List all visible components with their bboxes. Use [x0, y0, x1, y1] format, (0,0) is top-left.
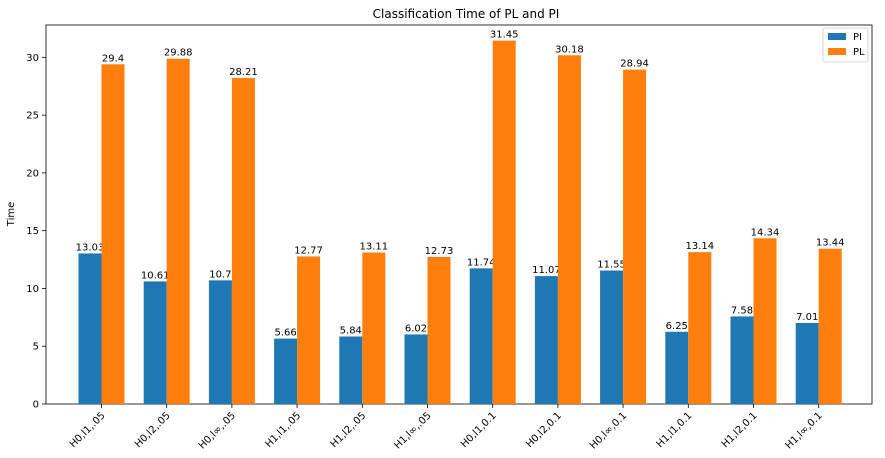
plot-frame [45, 24, 873, 405]
bar-pi [78, 253, 102, 404]
bar-pi [208, 280, 232, 404]
bar-pi [534, 276, 558, 404]
y-tick-label: 5 [33, 342, 39, 353]
data-label-pl: 13.44 [816, 238, 845, 249]
x-tick-label: H0,l2,.05 [133, 410, 173, 450]
bar-pl [101, 64, 125, 404]
plot-area: 0 5 10 15 20 25 30 13.03 29.4 H0,l1,.05 10.61 29.88… [26, 24, 873, 452]
data-label-pl: 31.45 [490, 30, 519, 41]
bar-pi [404, 334, 428, 404]
y-tick-label: 15 [26, 226, 39, 237]
x-tick-label: H0,l1,.05 [68, 410, 108, 450]
bar-pi [274, 338, 298, 404]
legend-swatch-pi [828, 33, 846, 40]
bar-pl [297, 256, 321, 404]
bar-pl [231, 78, 255, 404]
bar-pl [688, 252, 712, 404]
bar-pl [557, 55, 581, 405]
data-label-pi: 13.03 [76, 242, 105, 253]
data-label-pl: 12.77 [294, 245, 323, 256]
x-tick-label: H0,l1,0.1 [459, 410, 499, 450]
legend: PI PL [822, 27, 869, 63]
data-label-pl: 29.4 [102, 53, 124, 64]
bar-pl [818, 248, 842, 404]
x-tick-label: H1,l1,.05 [263, 410, 303, 450]
bar-pi [143, 281, 167, 404]
x-tick-label: H0,l∞,0.1 [588, 410, 629, 451]
x-tick-label: H0,l2,0.1 [524, 410, 564, 450]
bar-pl [362, 252, 386, 404]
bar-pi [795, 323, 819, 404]
x-tick-label: H0,l∞,.05 [197, 410, 238, 451]
legend-swatch-pl [828, 48, 846, 55]
y-tick-label: 30 [26, 53, 39, 64]
x-tick-label: H1,l∞,0.1 [784, 410, 825, 451]
bar-pl [753, 238, 777, 404]
data-label-pl: 13.11 [359, 242, 388, 253]
bar-pl [492, 40, 516, 404]
y-tick-label: 0 [33, 400, 39, 411]
bar-pl [623, 69, 647, 404]
y-axis-label: Time [6, 202, 17, 227]
legend-label-pl: PL [853, 47, 865, 58]
x-tick-label: H1,l∞,.05 [392, 410, 433, 451]
y-tick-label: 10 [26, 284, 39, 295]
data-label-pi: 5.66 [274, 328, 296, 339]
data-label-pi: 10.7 [209, 269, 231, 280]
bar-pi [469, 268, 493, 404]
x-tick-label: H1,l2,.05 [329, 410, 369, 450]
data-label-pi: 5.84 [340, 326, 362, 337]
data-label-pi: 11.55 [597, 260, 626, 271]
bar-pi [339, 336, 363, 404]
y-tick-label: 20 [26, 168, 39, 179]
data-label-pi: 7.58 [731, 305, 753, 316]
data-label-pl: 28.94 [620, 59, 649, 70]
x-tick-label: H1,l2,0.1 [720, 410, 760, 450]
data-label-pl: 14.34 [751, 227, 780, 238]
data-label-pi: 6.02 [405, 323, 427, 334]
bar-pi [730, 316, 754, 404]
bar-pl [427, 256, 451, 404]
data-label-pi: 10.61 [141, 270, 170, 281]
bar-pi [665, 331, 689, 404]
chart-title: Classification Time of PL and PI [373, 7, 560, 21]
x-tick-label: H1,l1,0.1 [655, 410, 695, 450]
bar-pi [600, 270, 624, 404]
data-label-pl: 13.14 [685, 241, 714, 252]
data-label-pl: 12.73 [425, 246, 454, 257]
data-label-pi: 7.01 [796, 312, 818, 323]
data-label-pi: 11.74 [467, 257, 496, 268]
legend-label-pi: PI [853, 32, 862, 43]
data-label-pl: 29.88 [164, 48, 193, 59]
bar-pl [166, 58, 190, 405]
data-label-pl: 30.18 [555, 44, 584, 55]
data-label-pi: 6.25 [666, 321, 688, 332]
data-label-pl: 28.21 [229, 67, 258, 78]
y-tick-label: 25 [26, 111, 39, 122]
data-label-pi: 11.07 [532, 265, 561, 276]
